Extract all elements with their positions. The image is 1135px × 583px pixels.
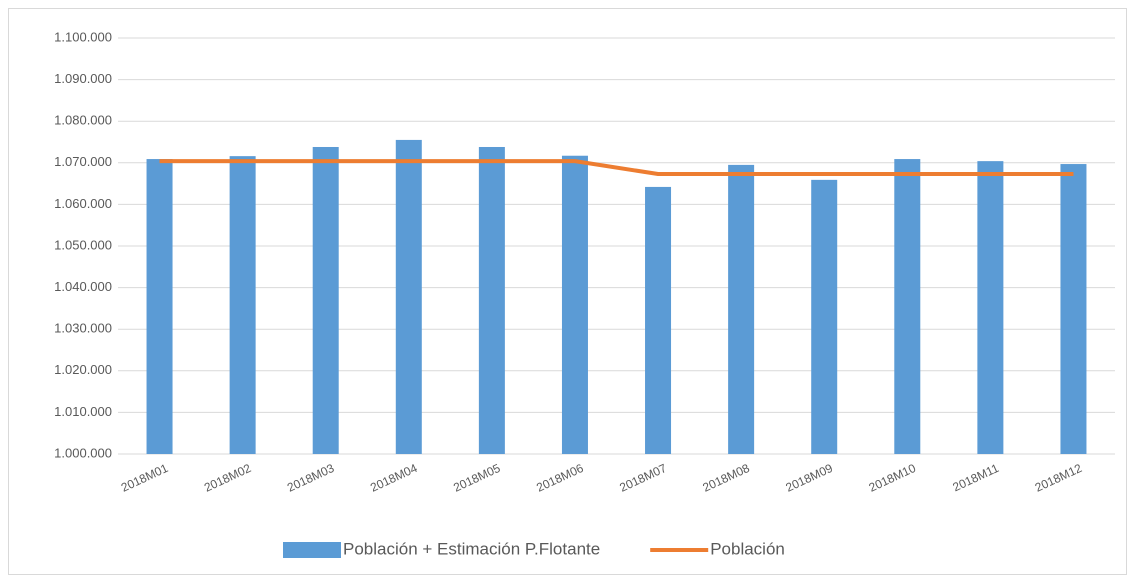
bar bbox=[312, 146, 339, 454]
y-tick-label: 1.050.000 bbox=[54, 237, 112, 252]
bar bbox=[478, 146, 505, 454]
bar bbox=[728, 164, 755, 454]
line bbox=[159, 159, 1074, 177]
legend-label: Población bbox=[710, 539, 785, 558]
y-tick-label: 1.100.000 bbox=[54, 29, 112, 44]
bar bbox=[894, 159, 921, 454]
y-tick-label: 1.040.000 bbox=[54, 279, 112, 294]
bar bbox=[1060, 164, 1087, 454]
y-tick-label: 1.070.000 bbox=[54, 154, 112, 169]
bar bbox=[395, 139, 422, 455]
y-tick-label: 1.020.000 bbox=[54, 362, 112, 377]
y-tick-label: 1.090.000 bbox=[54, 71, 112, 86]
y-tick-label: 1.060.000 bbox=[54, 196, 112, 211]
bar bbox=[811, 179, 838, 454]
y-tick-label: 1.080.000 bbox=[54, 113, 112, 128]
y-tick-label: 1.000.000 bbox=[54, 445, 112, 460]
y-tick-label: 1.030.000 bbox=[54, 321, 112, 336]
legend-label: Población + Estimación P.Flotante bbox=[343, 539, 600, 558]
bar bbox=[645, 186, 672, 455]
legend-swatch bbox=[283, 542, 341, 558]
bar bbox=[146, 159, 173, 454]
y-tick-label: 1.010.000 bbox=[54, 404, 112, 419]
bar bbox=[229, 156, 256, 455]
bar bbox=[977, 161, 1004, 455]
legend: Población + Estimación P.Flotante Poblaci… bbox=[283, 539, 785, 558]
bar bbox=[561, 155, 588, 454]
